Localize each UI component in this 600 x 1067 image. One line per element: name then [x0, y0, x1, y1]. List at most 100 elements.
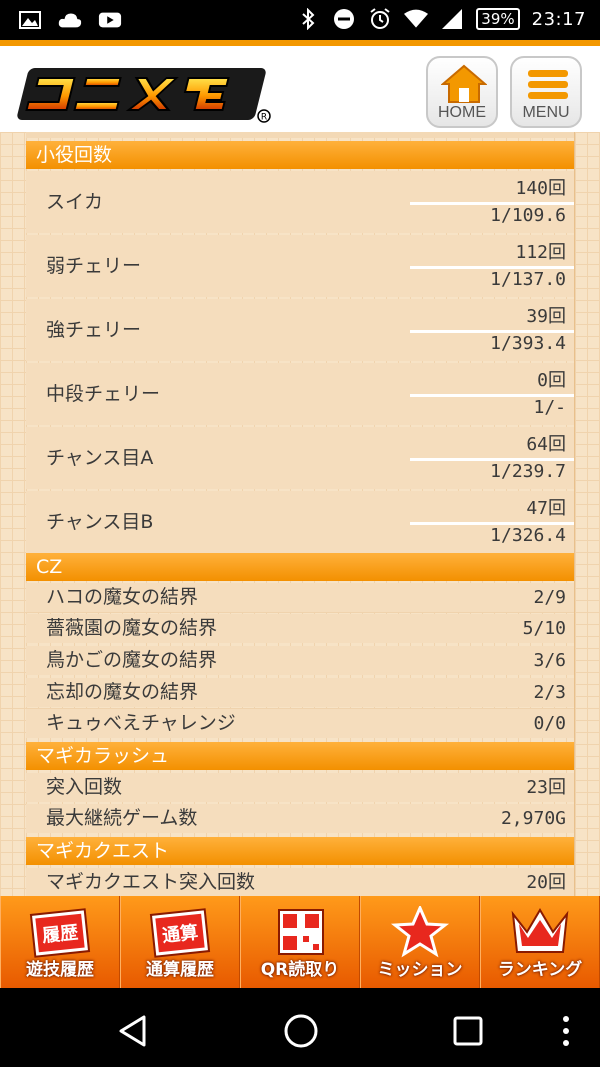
stat-count: 0回 — [537, 370, 566, 391]
bluetooth-icon — [296, 8, 320, 30]
stat-count: 47回 — [526, 498, 566, 519]
stat-probability: 1/239.7 — [490, 461, 566, 482]
stat-row-strong-cherry: 強チェリー 39回 1/393.4 — [26, 299, 574, 361]
stats-content[interactable]: 小役回数 スイカ 140回 1/109.6 弱チェリー 112回 1/137.0… — [26, 132, 574, 896]
stat-count: 64回 — [526, 434, 566, 455]
tab-label: 通算履歴 — [146, 960, 214, 980]
section-header-small-roles: 小役回数 — [26, 141, 574, 169]
tab-label: ランキング — [497, 960, 583, 980]
divider — [410, 522, 574, 525]
stat-name: 中段チェリー — [46, 383, 161, 405]
divider — [410, 394, 574, 397]
tab-ranking[interactable]: ランキング — [480, 896, 600, 988]
back-icon[interactable] — [116, 1014, 150, 1048]
home-nav-icon[interactable] — [283, 1013, 319, 1049]
bottom-tab-bar: 履歴 遊技履歴 通算 通算履歴 QR読取り ミッション — [0, 896, 600, 988]
total-badge-icon: 通算 — [149, 908, 211, 958]
stat-name: マギカクエスト突入回数 — [46, 871, 256, 893]
stat-probability: 1/326.4 — [490, 525, 566, 546]
stat-row-chance-b: チャンス目B 47回 1/326.4 — [26, 491, 574, 553]
tab-label: ミッション — [377, 960, 463, 980]
stat-count: 140回 — [515, 178, 566, 199]
stat-probability: 1/137.0 — [490, 269, 566, 290]
stat-count: 39回 — [526, 306, 566, 327]
gallery-icon — [18, 9, 42, 31]
stat-row-cz-2: 薔薇園の魔女の結界 5/10 — [26, 614, 574, 643]
stat-row-middle-cherry: 中段チェリー 0回 1/- — [26, 363, 574, 425]
stat-row-cz-5: キュゥべえチャレンジ 0/0 — [26, 709, 574, 738]
stat-name: スイカ — [46, 191, 104, 213]
cell-signal-icon — [440, 8, 464, 30]
svg-text:通算: 通算 — [161, 921, 199, 947]
stat-value: 5/10 — [522, 618, 566, 639]
stat-row-suika: スイカ 140回 1/109.6 — [26, 171, 574, 233]
stat-value: 2,970G — [500, 808, 566, 829]
stat-row-rush-entries: 突入回数 23回 — [26, 773, 574, 802]
divider — [410, 202, 574, 205]
home-button-label: HOME — [438, 104, 486, 121]
cloud-icon — [58, 9, 82, 31]
app-logo[interactable]: R — [16, 64, 272, 124]
stat-value: 23回 — [526, 777, 566, 798]
stat-row-weak-cherry: 弱チェリー 112回 1/137.0 — [26, 235, 574, 297]
menu-button-label: MENU — [522, 104, 570, 121]
stat-row-quest-entries: マギカクエスト突入回数 20回 — [26, 868, 574, 896]
menu-button[interactable]: MENU — [510, 56, 582, 128]
tab-total-history[interactable]: 通算 通算履歴 — [120, 896, 240, 988]
stat-row-cz-3: 鳥かごの魔女の結界 3/6 — [26, 646, 574, 675]
stat-name: 鳥かごの魔女の結界 — [46, 649, 218, 671]
battery-indicator: 39% — [476, 8, 520, 30]
left-margin — [0, 132, 27, 896]
stat-name: チャンス目A — [46, 447, 154, 469]
alarm-icon — [368, 8, 392, 30]
section-header-magica-quest: マギカクエスト — [26, 837, 574, 865]
history-badge-icon: 履歴 — [29, 908, 91, 958]
tab-label: QR読取り — [260, 960, 340, 980]
qr-code-icon — [278, 909, 324, 955]
stat-row-cz-1: ハコの魔女の結界 2/9 — [26, 583, 574, 612]
stat-value: 3/6 — [533, 650, 566, 671]
stat-name: 忘却の魔女の結界 — [46, 681, 199, 703]
stat-count: 112回 — [515, 242, 566, 263]
divider — [410, 330, 574, 333]
do-not-disturb-icon — [332, 8, 356, 30]
stat-row-chance-a: チャンス目A 64回 1/239.7 — [26, 427, 574, 489]
divider — [410, 458, 574, 461]
stat-probability: 1/393.4 — [490, 333, 566, 354]
tab-mission[interactable]: ミッション — [360, 896, 480, 988]
stat-value: 0/0 — [533, 713, 566, 734]
stat-value: 20回 — [526, 872, 566, 893]
youtube-icon — [98, 9, 122, 31]
stat-value: 2/9 — [533, 587, 566, 608]
wifi-icon — [404, 8, 429, 30]
tab-qr-reader[interactable]: QR読取り — [240, 896, 360, 988]
stat-name: チャンス目B — [46, 511, 154, 533]
stat-name: 弱チェリー — [46, 255, 142, 277]
home-button[interactable]: HOME — [426, 56, 498, 128]
stat-name: 強チェリー — [46, 319, 142, 341]
svg-text:履歴: 履歴 — [41, 922, 79, 947]
crown-icon — [511, 908, 569, 953]
stat-name: 突入回数 — [46, 776, 123, 798]
status-bar: 39% 23:17 — [0, 0, 600, 40]
section-header-cz: CZ — [26, 553, 574, 581]
stat-name: 薔薇園の魔女の結界 — [46, 617, 218, 639]
stat-probability: 1/109.6 — [490, 205, 566, 226]
stat-value: 2/3 — [533, 682, 566, 703]
recents-icon[interactable] — [452, 1015, 484, 1047]
right-margin — [574, 132, 600, 896]
clock: 23:17 — [531, 8, 586, 30]
content-top-strip — [26, 132, 574, 138]
hamburger-icon — [528, 70, 568, 99]
tab-play-history[interactable]: 履歴 遊技履歴 — [0, 896, 120, 988]
more-options-icon[interactable] — [560, 1014, 572, 1048]
divider — [410, 266, 574, 269]
stat-name: ハコの魔女の結界 — [46, 586, 199, 608]
stat-name: 最大継続ゲーム数 — [46, 807, 198, 829]
section-header-magica-rush: マギカラッシュ — [26, 742, 574, 770]
stat-row-rush-max-games: 最大継続ゲーム数 2,970G — [26, 804, 574, 833]
svg-text:R: R — [261, 113, 267, 123]
tab-label: 遊技履歴 — [26, 960, 94, 980]
stat-probability: 1/- — [533, 397, 566, 418]
home-icon — [441, 64, 487, 103]
